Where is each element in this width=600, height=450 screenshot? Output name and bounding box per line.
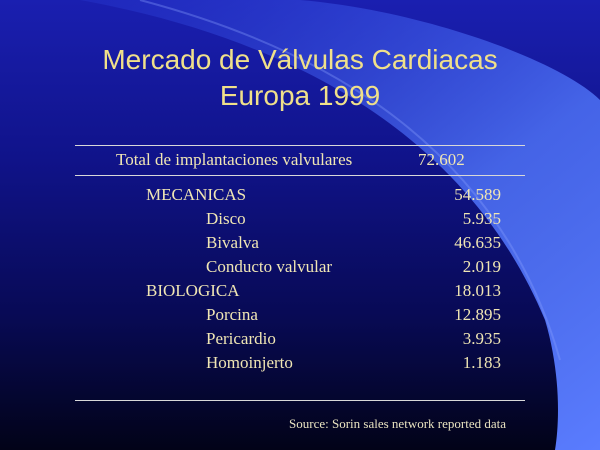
- source-note: Source: Sorin sales network reported dat…: [289, 416, 506, 431]
- row-label: Porcina: [206, 305, 258, 324]
- row-label: Conducto valvular: [206, 257, 333, 276]
- middle-rule: [75, 175, 525, 176]
- row-value: 54.589: [454, 185, 501, 204]
- row-value: 3.935: [462, 329, 501, 348]
- row-label: Pericardio: [206, 329, 276, 348]
- table-row: Porcina 12.895: [0, 303, 600, 327]
- table-row: BIOLOGICA 18.013: [0, 279, 600, 303]
- bottom-rule: [75, 400, 525, 401]
- valve-table: MECANICAS 54.589 Disco 5.935 Bivalva 46.…: [0, 183, 600, 375]
- table-row: MECANICAS 54.589: [0, 183, 600, 207]
- row-value: 46.635: [454, 233, 501, 252]
- table-row: Homoinjerto 1.183: [0, 351, 600, 375]
- row-label: Bivalva: [206, 233, 259, 252]
- table-row: Conducto valvular 2.019: [0, 255, 600, 279]
- row-value: 1.183: [462, 353, 501, 372]
- total-label: Total de implantaciones valvulares: [116, 150, 353, 169]
- row-value: 5.935: [462, 209, 501, 228]
- row-label: BIOLOGICA: [146, 281, 240, 300]
- top-rule: [75, 145, 525, 146]
- row-label: Homoinjerto: [206, 353, 293, 372]
- slide-title: Mercado de Válvulas Cardiacas Europa 199…: [0, 42, 600, 114]
- table-row: Pericardio 3.935: [0, 327, 600, 351]
- title-line-1: Mercado de Válvulas Cardiacas: [102, 44, 498, 75]
- row-value: 12.895: [454, 305, 501, 324]
- row-value: 2.019: [462, 257, 501, 276]
- row-label: MECANICAS: [146, 185, 247, 204]
- table-row: Bivalva 46.635: [0, 231, 600, 255]
- row-label: Disco: [206, 209, 246, 228]
- title-line-2: Europa 1999: [219, 80, 381, 111]
- total-value: 72.602: [418, 150, 465, 169]
- table-row: Disco 5.935: [0, 207, 600, 231]
- row-value: 18.013: [454, 281, 501, 300]
